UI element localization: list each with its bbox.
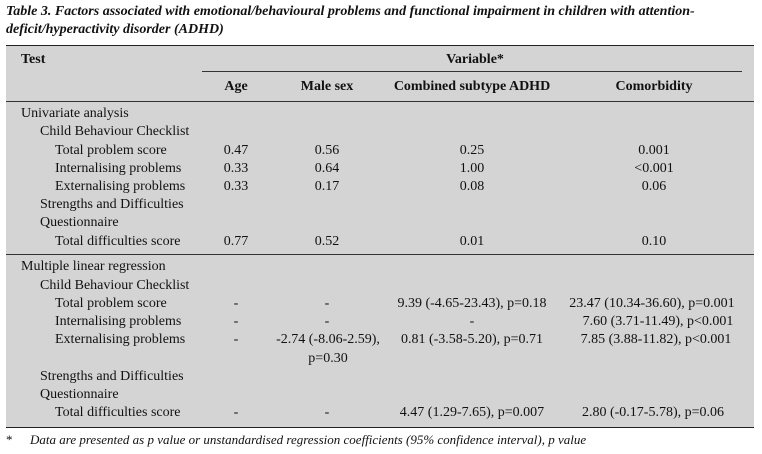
subsection-sdq-cont: Questionnaire: [40, 387, 119, 402]
subsection-sdq: Strengths and Difficulties: [40, 197, 184, 212]
cell-age: 0.33: [223, 179, 249, 194]
cell-male-sex: -: [324, 405, 330, 420]
row-label: Internalising problems: [55, 161, 182, 176]
cell-age: 0.33: [223, 161, 249, 176]
subsection-sdq-cont: Questionnaire: [40, 215, 119, 230]
cell-male-sex: 0.17: [314, 179, 340, 194]
cell-male-sex: 0.56: [314, 143, 340, 158]
col-comorbidity: Comorbidity: [615, 79, 693, 94]
row-label: Externalising problems: [55, 332, 186, 347]
row-label: Total difficulties score: [55, 234, 181, 249]
cell-male-sex: -2.74 (-8.06-2.59),: [276, 332, 380, 347]
footnote-text: Data are presented as p value or unstand…: [30, 432, 587, 447]
cell-male-sex: 0.64: [314, 161, 340, 176]
cell-combined: -: [469, 314, 475, 329]
col-male-sex: Male sex: [300, 79, 354, 94]
cell-combined: 0.01: [459, 234, 485, 249]
section-rule: [6, 254, 754, 255]
row-label: Total difficulties score: [55, 405, 181, 420]
cell-age: -: [233, 296, 239, 311]
cell-combined: 0.08: [459, 179, 485, 194]
cell-comorbidity: 7.85 (3.88-11.82), p<0.001: [580, 332, 732, 347]
subsection-cbcl: Child Behaviour Checklist: [40, 124, 190, 139]
header-test: Test: [21, 52, 46, 67]
col-age: Age: [224, 79, 248, 94]
subsection-sdq: Strengths and Difficulties: [40, 369, 184, 384]
cell-male-sex: -: [324, 314, 330, 329]
cell-comorbidity: 23.47 (10.34-36.60), p=0.001: [569, 296, 735, 311]
cell-age: -: [233, 314, 239, 329]
cell-male-sex: 0.52: [314, 234, 340, 249]
cell-combined: 0.81 (-3.58-5.20), p=0.71: [400, 332, 544, 347]
row-label: Total problem score: [55, 143, 167, 158]
cell-age: 0.47: [223, 143, 249, 158]
cell-comorbidity: <0.001: [634, 161, 674, 176]
cell-combined: 4.47 (1.29-7.65), p=0.007: [399, 405, 545, 420]
cell-combined: 9.39 (-4.65-23.43), p=0.18: [397, 296, 547, 311]
header-subrule: [202, 71, 742, 72]
cell-comorbidity: 0.001: [638, 143, 670, 158]
cell-combined: 0.25: [459, 143, 485, 158]
cell-comorbidity: 2.80 (-0.17-5.78), p=0.06: [581, 405, 725, 420]
cell-comorbidity: 0.10: [641, 234, 667, 249]
section-univariate: Univariate analysis: [21, 106, 129, 121]
row-label: Total problem score: [55, 296, 167, 311]
cell-comorbidity: 0.06: [641, 179, 667, 194]
table-footnote: * Data are presented as p value or unstan…: [6, 432, 758, 448]
cell-age: 0.77: [223, 234, 249, 249]
row-label: Externalising problems: [55, 179, 186, 194]
subsection-cbcl: Child Behaviour Checklist: [40, 278, 190, 293]
header-variable: Variable*: [446, 52, 504, 67]
footnote-marker: *: [6, 432, 13, 447]
cell-age: -: [233, 332, 239, 347]
section-regression: Multiple linear regression: [21, 259, 166, 274]
cell-age: -: [233, 405, 239, 420]
cell-combined: 1.00: [459, 161, 485, 176]
table-caption: Table 3. Factors associated with emotion…: [6, 4, 695, 37]
header-rule: [6, 101, 754, 102]
col-combined-subtype: Combined subtype ADHD: [393, 79, 551, 94]
results-table: Test Variable* Age Male sex Combined sub…: [6, 45, 754, 428]
cell-male-sex: -: [324, 296, 330, 311]
cell-male-sex-cont: p=0.30: [308, 351, 348, 366]
cell-comorbidity: 7.60 (3.71-11.49), p<0.001: [582, 314, 734, 329]
row-label: Internalising problems: [55, 314, 182, 329]
